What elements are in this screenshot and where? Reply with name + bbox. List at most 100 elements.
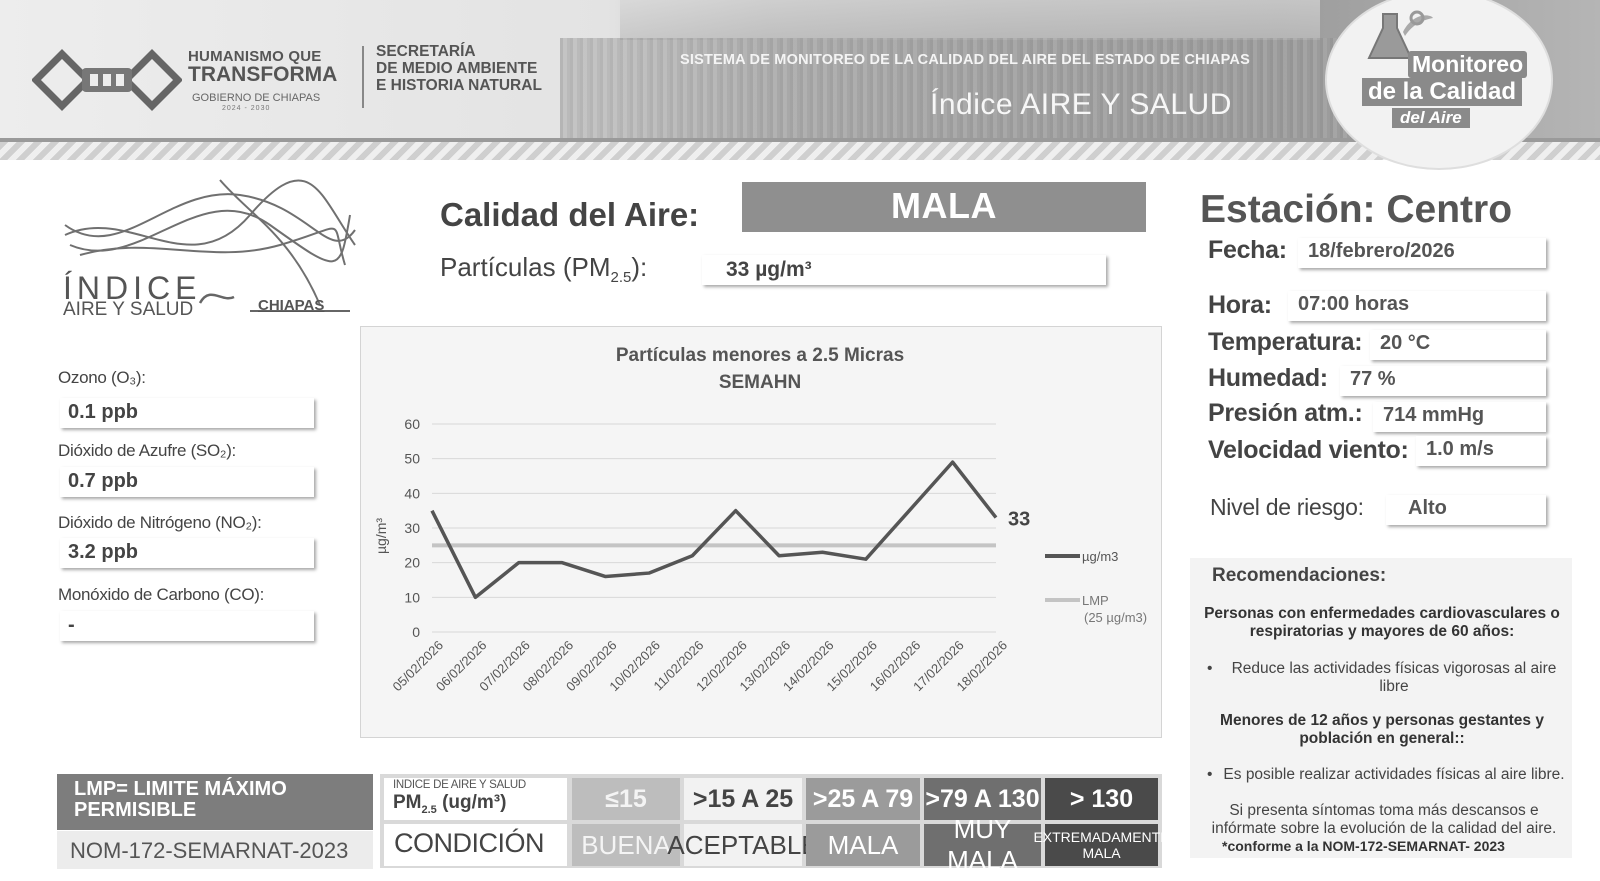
scale-condition-mala: MALA (806, 824, 920, 866)
presion-value: 714 mmHg (1373, 402, 1546, 432)
lmp-line2: PERMISIBLE (74, 799, 197, 821)
flask-leaf-icon (1367, 10, 1433, 59)
scale-header-title: INDICE DE AIRE Y SALUD (393, 779, 526, 791)
recs-note: Si presenta síntomas toma más descansos … (1211, 802, 1557, 837)
scale-condicion-label: CONDICIÓN (384, 824, 567, 866)
legend-pm25-label: µg/m3 (1082, 549, 1118, 564)
recs-group-general: Menores de 12 años y personas gestantes … (1220, 712, 1544, 747)
gov-line3: GOBIERNO DE CHIAPAS (192, 92, 321, 104)
no2-label: Dióxido de Nitrógeno (NO₂): (58, 513, 262, 532)
gobierno-chiapas-logo-icon (32, 49, 182, 111)
secretaria-line2: DE MEDIO AMBIENTE (376, 60, 538, 77)
humedad-value: 77 % (1340, 366, 1546, 396)
chart-yticks: 0 10 20 30 40 50 60 (404, 416, 420, 640)
temperatura-value: 20 °C (1370, 330, 1546, 360)
viento-label: Velocidad viento: (1208, 436, 1409, 464)
ytick-label: 30 (404, 520, 420, 536)
lmp-box (57, 774, 373, 830)
scale-header-unit: PM2.5 (ug/m³) (393, 792, 506, 816)
scale-range-extremadamente-mala: > 130 (1045, 778, 1158, 820)
badge-line2: de la Calidad (1362, 78, 1523, 106)
header-sky (620, 0, 1320, 40)
sistema-title: SISTEMA DE MONITOREO DE LA CALIDAD DEL A… (680, 52, 1250, 68)
estacion-title: Estación: Centro (1200, 188, 1513, 231)
secretaria-name: SECRETARÍA DE MEDIO AMBIENTE E HISTORIA … (376, 43, 542, 94)
recs-footnote: *conforme a la NOM-172-SEMARNAT- 2023 (1222, 838, 1505, 854)
scale-header-suffix: (ug/m³) (436, 792, 507, 813)
chart-xticks: 05/02/202606/02/202607/02/202608/02/2026… (389, 638, 1010, 695)
no2-value: 3.2 ppb (60, 538, 314, 568)
logo-aire-salud: AIRE Y SALUD (63, 299, 194, 320)
logo-indice-word: ÍNDICE (63, 270, 202, 306)
calidad-aire-value: MALA (891, 185, 997, 226)
fecha-label: Fecha: (1208, 236, 1287, 264)
ytick-label: 50 (404, 451, 420, 467)
indice-aire-salud-logo-icon (64, 179, 356, 312)
chart-title: Partículas menores a 2.5 Micras (616, 345, 904, 366)
secretaria-line3: E HISTORIA NATURAL (376, 77, 542, 94)
indice-title: Índice AIRE Y SALUD (930, 88, 1232, 121)
recs-bullet-vulnerable: Reduce las actividades físicas vigorosas… (1205, 660, 1567, 696)
gov-line1: HUMANISMO QUE (188, 48, 322, 65)
header-pattern (0, 142, 1600, 160)
gov-line2: TRANSFORMA (188, 63, 338, 86)
legend-lmp-note: (25 µg/m3) (1084, 610, 1147, 625)
particulas-label-sub: 2.5 (610, 269, 632, 287)
ozono-value: 0.1 ppb (60, 398, 314, 428)
header-divider (0, 138, 1600, 142)
ozono-label: Ozono (O₃): (58, 368, 146, 387)
humedad-label: Humedad: (1208, 364, 1328, 392)
particulas-value: 33 µg/m³ (702, 255, 1106, 285)
ytick-label: 10 (404, 589, 420, 605)
riesgo-label: Nivel de riesgo: (1210, 494, 1364, 520)
recs-group-vulnerable: Personas con enfermedades cardiovascular… (1204, 605, 1560, 640)
scale-header-pm: PM (393, 792, 422, 813)
lmp-definition: LMP= LIMITE MÁXIMO PERMISIBLE (74, 779, 287, 821)
badge-line1: Monitoreo (1408, 51, 1528, 78)
header-separator (362, 46, 364, 108)
particulas-label-text: Partículas (PM (440, 252, 611, 282)
recs-bullet-general: Es posible realizar actividades físicas … (1205, 766, 1567, 784)
co-label: Monóxido de Carbono (CO): (58, 585, 265, 604)
calidad-aire-box (742, 182, 1146, 232)
chart-subtitle: SEMAHN (719, 372, 801, 393)
scale-header-sub: 2.5 (421, 803, 437, 816)
hora-label: Hora: (1208, 291, 1272, 319)
scale-header-cell (384, 778, 567, 820)
co-value: - (60, 611, 314, 641)
particulas-label: Partículas (PM2.5): (440, 252, 647, 286)
scale-range-buena: ≤15 (572, 778, 680, 820)
scale-range-aceptable: >15 A 25 (684, 778, 802, 820)
logo-chiapas: CHIAPAS (258, 297, 325, 314)
chart-panel (360, 326, 1162, 738)
viento-value: 1.0 m/s (1416, 436, 1546, 466)
scale-condition-muy-mala: MUY MALA (924, 814, 1041, 875)
pm25-line-chart: Partículas menores a 2.5 Micras SEMAHN µ… (373, 345, 1147, 695)
nom-label: NOM-172-SEMARNAT-2023 (70, 838, 349, 863)
riesgo-value: Alto (1386, 495, 1546, 525)
calidad-aire-label: Calidad del Aire: (440, 196, 700, 233)
nom-box (57, 831, 373, 869)
gov-years: 2024 - 2030 (222, 105, 271, 112)
presion-label: Presión atm.: (1208, 399, 1363, 427)
scale-condition-buena: BUENA (572, 824, 680, 866)
series-pm25-line (430, 460, 998, 600)
particulas-label-suffix: ): (631, 252, 648, 282)
so2-label: Dióxido de Azufre (SO₂): (58, 441, 236, 460)
legend-lmp-label: LMP (1082, 593, 1109, 608)
secretaria-line1: SECRETARÍA (376, 43, 476, 60)
ytick-label: 20 (404, 555, 420, 571)
scale-condition-extremadamente-mala: EXTREMADAMENTE MALA (1033, 824, 1170, 866)
scale-range-mala: >25 A 79 (806, 778, 920, 820)
so2-value: 0.7 ppb (60, 467, 314, 497)
ytick-label: 0 (412, 624, 420, 640)
scale-range-muy-mala: >79 A 130 (924, 778, 1041, 820)
fecha-value: 18/febrero/2026 (1298, 238, 1546, 268)
temperatura-label: Temperatura: (1208, 328, 1363, 356)
scale-condition-aceptable: ACEPTABLE (667, 824, 819, 866)
ytick-label: 60 (404, 416, 420, 432)
recomendaciones-panel (1190, 558, 1572, 858)
header-city-photo (560, 38, 1360, 148)
recomendaciones-title: Recomendaciones: (1212, 565, 1387, 586)
ytick-label: 40 (404, 485, 420, 501)
